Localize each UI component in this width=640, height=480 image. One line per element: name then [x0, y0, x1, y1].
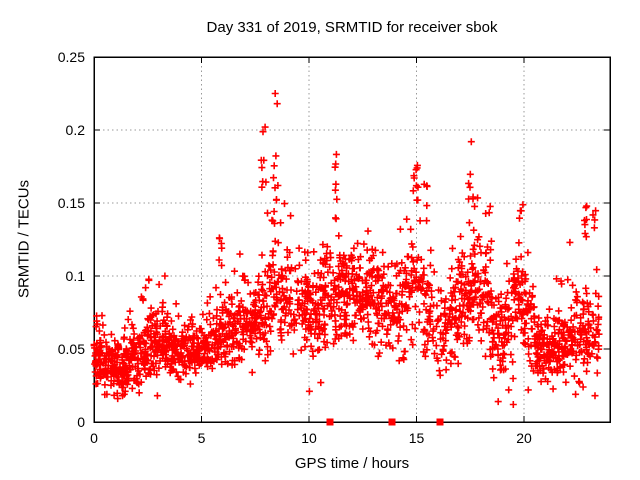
plot-frame — [93, 56, 611, 423]
scatter-points — [90, 90, 603, 408]
y-tick-label: 0.05 — [58, 341, 85, 357]
gap-marker — [326, 418, 334, 426]
x-axis-label: GPS time / hours — [294, 455, 410, 472]
y-tick-label: 0.1 — [66, 268, 86, 284]
y-axis-label: SRMTID / TECUs — [15, 179, 33, 299]
gap-marker — [388, 418, 396, 426]
y-tick-label: 0.15 — [58, 195, 85, 211]
gap-marker — [436, 418, 444, 426]
x-tick-label: 15 — [409, 430, 425, 446]
x-tick-label: 5 — [198, 430, 206, 446]
y-tick-label: 0.2 — [66, 122, 86, 138]
y-tick-label: 0.25 — [58, 49, 85, 65]
x-tick-label: 0 — [90, 430, 98, 446]
x-tick-label: 20 — [516, 430, 532, 446]
chart-title: Day 331 of 2019, SRMTID for receiver sbo… — [206, 19, 498, 36]
y-tick-label: 0 — [77, 414, 85, 430]
x-tick-label: 10 — [301, 430, 317, 446]
